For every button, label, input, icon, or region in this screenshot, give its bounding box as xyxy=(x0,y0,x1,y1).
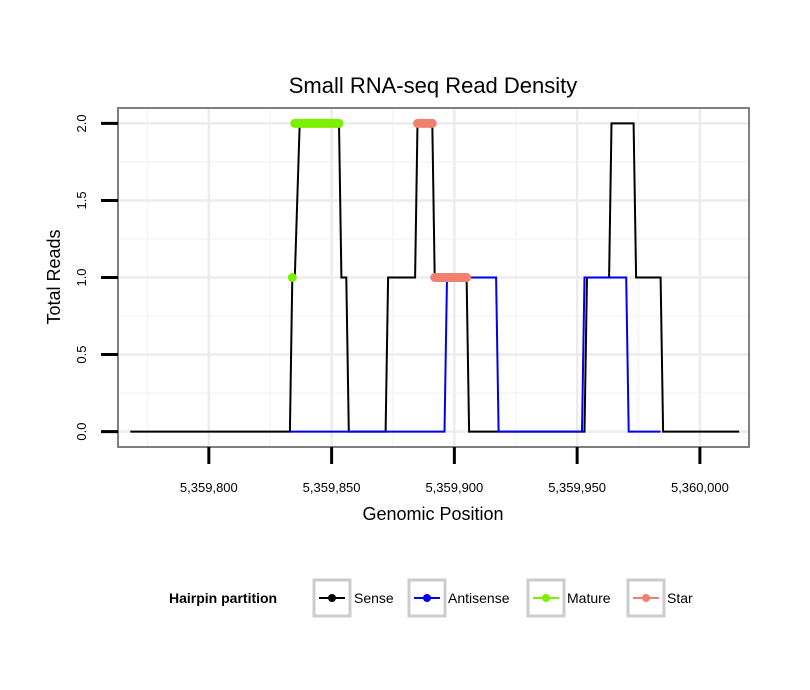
y-tick-label: 0.5 xyxy=(74,346,89,364)
y-tick-label: 1.0 xyxy=(74,268,89,286)
x-tick-label: 5,359,850 xyxy=(303,480,361,495)
legend-title: Hairpin partition xyxy=(169,590,277,606)
x-tick-label: 5,359,950 xyxy=(548,480,606,495)
legend: Hairpin partition Sense Antisense Mature St… xyxy=(169,578,693,618)
axes: 5,359,800 5,359,850 5,359,900 5,359,950 5,36… xyxy=(74,114,729,495)
antisense-series-line xyxy=(289,276,661,433)
x-axis-title: Genomic Position xyxy=(362,504,503,524)
y-axis-title: Total Reads xyxy=(44,229,64,324)
star-legend-dot xyxy=(642,594,650,602)
y-tick-label: 0.0 xyxy=(74,423,89,441)
x-tick-label: 5,360,000 xyxy=(671,480,729,495)
star-legend-label: Star xyxy=(667,590,693,606)
chart-title: Small RNA-seq Read Density xyxy=(289,73,578,98)
mature-legend-dot xyxy=(542,594,550,602)
antisense-legend-label: Antisense xyxy=(448,590,510,606)
antisense-legend-dot xyxy=(423,594,431,602)
y-tick-label: 2.0 xyxy=(74,114,89,132)
sense-legend-dot xyxy=(328,594,336,602)
sense-legend-label: Sense xyxy=(354,590,394,606)
y-tick-label: 1.5 xyxy=(74,191,89,209)
x-tick-label: 5,359,900 xyxy=(425,480,483,495)
series xyxy=(130,118,740,433)
mature-legend-label: Mature xyxy=(567,590,611,606)
x-tick-label: 5,359,800 xyxy=(180,480,238,495)
